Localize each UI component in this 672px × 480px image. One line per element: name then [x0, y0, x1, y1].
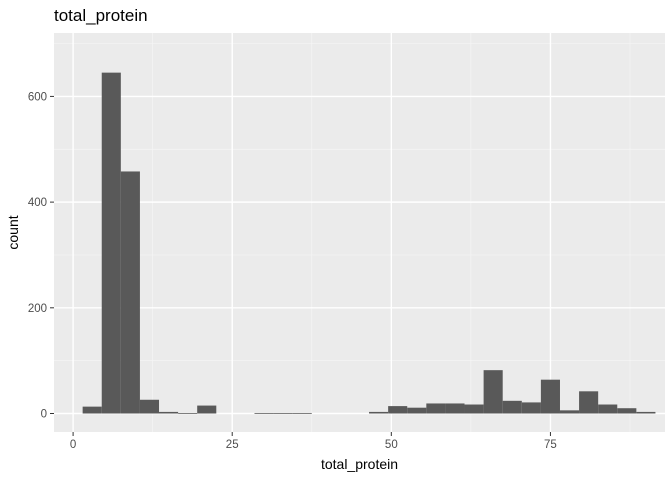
plot-panel	[54, 33, 665, 432]
y-tick-label: 200	[28, 303, 47, 315]
y-tick-label: 600	[28, 91, 47, 103]
histogram-bar	[178, 412, 198, 414]
histogram-bar	[598, 404, 618, 414]
x-tick-label: 0	[70, 439, 76, 451]
histogram-bar	[445, 403, 465, 414]
x-tick-label: 25	[226, 439, 239, 451]
x-axis-label: total_protein	[321, 456, 398, 472]
histogram-bar	[579, 391, 599, 414]
histogram-bar	[273, 412, 293, 414]
histogram-bar	[636, 411, 656, 414]
histogram-bar	[369, 411, 389, 414]
histogram-bar	[540, 379, 560, 414]
histogram-bar	[483, 370, 503, 414]
histogram-bar	[502, 400, 522, 414]
y-axis-label: count	[5, 215, 21, 249]
grid-minor	[54, 33, 665, 432]
histogram-bar	[82, 406, 102, 414]
y-tick-label: 400	[28, 197, 47, 209]
histogram-bar	[559, 410, 580, 414]
histogram-bar	[139, 399, 160, 414]
chart-title: total_protein	[54, 6, 148, 25]
histogram-bar	[120, 171, 140, 414]
x-tick-label: 50	[385, 439, 398, 451]
histogram-bar	[407, 407, 427, 414]
x-axis: 0 25 50 75	[70, 432, 557, 451]
histogram-bar	[292, 412, 312, 414]
histogram-bar	[617, 408, 637, 414]
y-axis: 0 200 400 600	[28, 91, 54, 421]
histogram-bar	[159, 411, 179, 414]
histogram-bar	[426, 403, 446, 414]
bars	[82, 72, 656, 414]
histogram-bar	[101, 72, 121, 414]
histogram-bar	[197, 405, 217, 414]
x-tick-label: 75	[544, 439, 557, 451]
histogram-bar	[464, 404, 484, 414]
histogram-bar	[388, 406, 408, 414]
y-tick-label: 0	[41, 409, 47, 421]
histogram-bar	[521, 402, 541, 414]
histogram-bar	[254, 412, 274, 414]
